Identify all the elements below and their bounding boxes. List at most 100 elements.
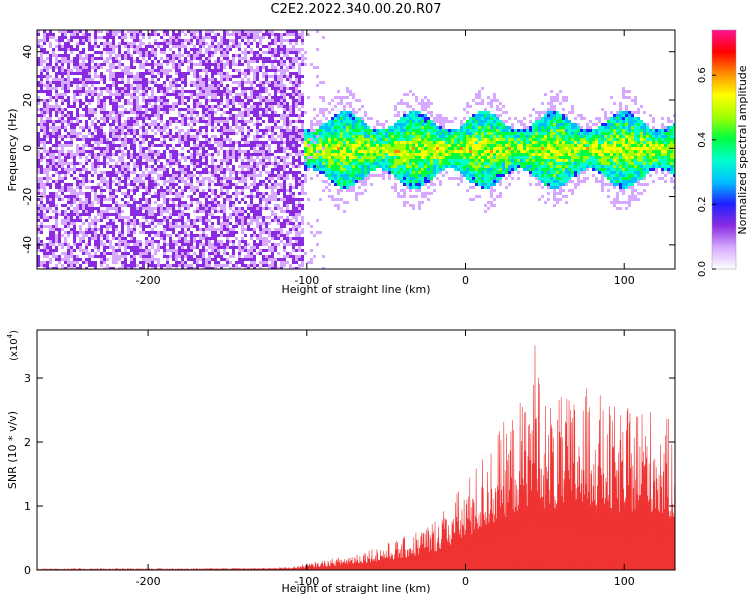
spectrogram-cell: [220, 117, 223, 120]
spectrogram-cell: [67, 57, 70, 60]
spectrogram-cell: [88, 72, 91, 75]
spectrogram-cell: [130, 264, 133, 267]
spectrogram-cell: [88, 90, 91, 93]
spectrogram-cell: [223, 249, 226, 252]
spectrogram-cell: [178, 225, 181, 228]
spectrogram-cell: [148, 153, 151, 156]
spectrogram-cell: [268, 36, 271, 39]
spectrogram-cell: [88, 81, 91, 84]
spectrogram-cell: [130, 57, 133, 60]
spectrogram-cell: [271, 219, 274, 222]
spectrogram-cell: [286, 210, 289, 213]
spectrogram-cell: [172, 249, 175, 252]
spectrogram-cell: [229, 198, 232, 201]
spectrogram-cell: [292, 90, 295, 93]
spectrogram-cell: [202, 39, 205, 42]
spectrogram-cell: [136, 207, 139, 210]
spectrogram-cell: [217, 72, 220, 75]
spectrogram-cell: [283, 258, 286, 261]
spectrogram-cell: [208, 180, 211, 183]
spectrogram-cell: [244, 144, 247, 147]
spectrogram-cell: [256, 225, 259, 228]
spectrogram-cell: [250, 258, 253, 261]
spectrogram-cell: [118, 123, 121, 126]
spectrogram-cell: [112, 81, 115, 84]
spectrogram-cell: [283, 210, 286, 213]
spectrogram-cell: [202, 267, 205, 269]
spectrogram-cell: [196, 165, 199, 168]
spectrogram-cell: [61, 111, 64, 114]
spectrogram-cell: [157, 96, 160, 99]
spectrogram-cell: [196, 246, 199, 249]
spectrogram-cell: [49, 90, 52, 93]
spectrogram-cell: [211, 129, 214, 132]
spectrogram-cell: [172, 108, 175, 111]
spectrogram-cell: [94, 81, 97, 84]
spectrogram-cell: [151, 210, 154, 213]
spectrogram-cell: [250, 129, 253, 132]
spectrogram-cell: [259, 39, 262, 42]
spectrogram-cell: [58, 45, 61, 48]
spectrogram-cell: [232, 63, 235, 66]
spectrogram-cell: [286, 240, 289, 243]
spectrogram-cell: [190, 126, 193, 129]
spectrogram-cell: [103, 99, 106, 102]
spectrogram-cell: [49, 81, 52, 84]
spectrogram-cell: [130, 237, 133, 240]
spectrogram-cell: [142, 162, 145, 165]
spectrogram-cell: [178, 174, 181, 177]
spectrogram-cell: [55, 210, 58, 213]
spectrogram-cell: [241, 198, 244, 201]
spectrogram-cell: [265, 156, 268, 159]
spectrogram-cell: [226, 258, 229, 261]
spectrogram-cell: [241, 120, 244, 123]
spectrogram-cell: [55, 156, 58, 159]
spectrogram-cell: [109, 177, 112, 180]
spectrogram-cell: [79, 192, 82, 195]
spectrogram-cell: [217, 222, 220, 225]
spectrogram-cell: [85, 234, 88, 237]
spectrogram-cell: [244, 60, 247, 63]
spectrogram-cell: [211, 213, 214, 216]
spectrogram-cell: [148, 147, 151, 150]
spectrogram-cell: [268, 138, 271, 141]
spectrogram-cell: [109, 45, 112, 48]
spectrogram-cell: [256, 108, 259, 111]
spectrogram-cell: [118, 48, 121, 51]
spectrogram-cell: [280, 60, 283, 63]
spectrogram-cell: [280, 99, 283, 102]
spectrogram-cell: [106, 33, 109, 36]
spectrogram-cell: [178, 99, 181, 102]
spectrogram-cell: [139, 180, 142, 183]
spectrogram-cell: [292, 255, 295, 258]
spectrogram-cell: [193, 153, 196, 156]
spectrogram-cell: [226, 222, 229, 225]
spectrogram-cell: [199, 240, 202, 243]
spectrogram-cell: [223, 225, 226, 228]
spectrogram-cell: [277, 126, 280, 129]
spectrogram-cell: [55, 45, 58, 48]
spectrogram-cell: [88, 69, 91, 72]
spectrogram-cell: [163, 255, 166, 258]
spectrogram-cell: [196, 138, 199, 141]
spectrogram-cell: [253, 210, 256, 213]
spectrogram-cell: [211, 78, 214, 81]
spectrogram-cell: [121, 93, 124, 96]
spectrogram-cell: [88, 228, 91, 231]
spectrogram-cell: [94, 129, 97, 132]
spectrogram-cell: [46, 117, 49, 120]
spectrogram-cell: [76, 261, 79, 264]
spectrogram-cell: [40, 138, 43, 141]
spectrogram-cell: [136, 222, 139, 225]
spectrogram-cell: [133, 135, 136, 138]
spectrogram-cell: [268, 258, 271, 261]
spectrogram-cell: [124, 123, 127, 126]
spectrogram-cell: [256, 153, 259, 156]
spectrogram-cell: [160, 48, 163, 51]
spectrogram-cell: [268, 228, 271, 231]
spectrogram-cell: [196, 207, 199, 210]
spectrogram-cell: [130, 132, 133, 135]
spectrogram-cell: [211, 267, 214, 269]
spectrogram-cell: [214, 84, 217, 87]
spectrogram-cell: [220, 255, 223, 258]
